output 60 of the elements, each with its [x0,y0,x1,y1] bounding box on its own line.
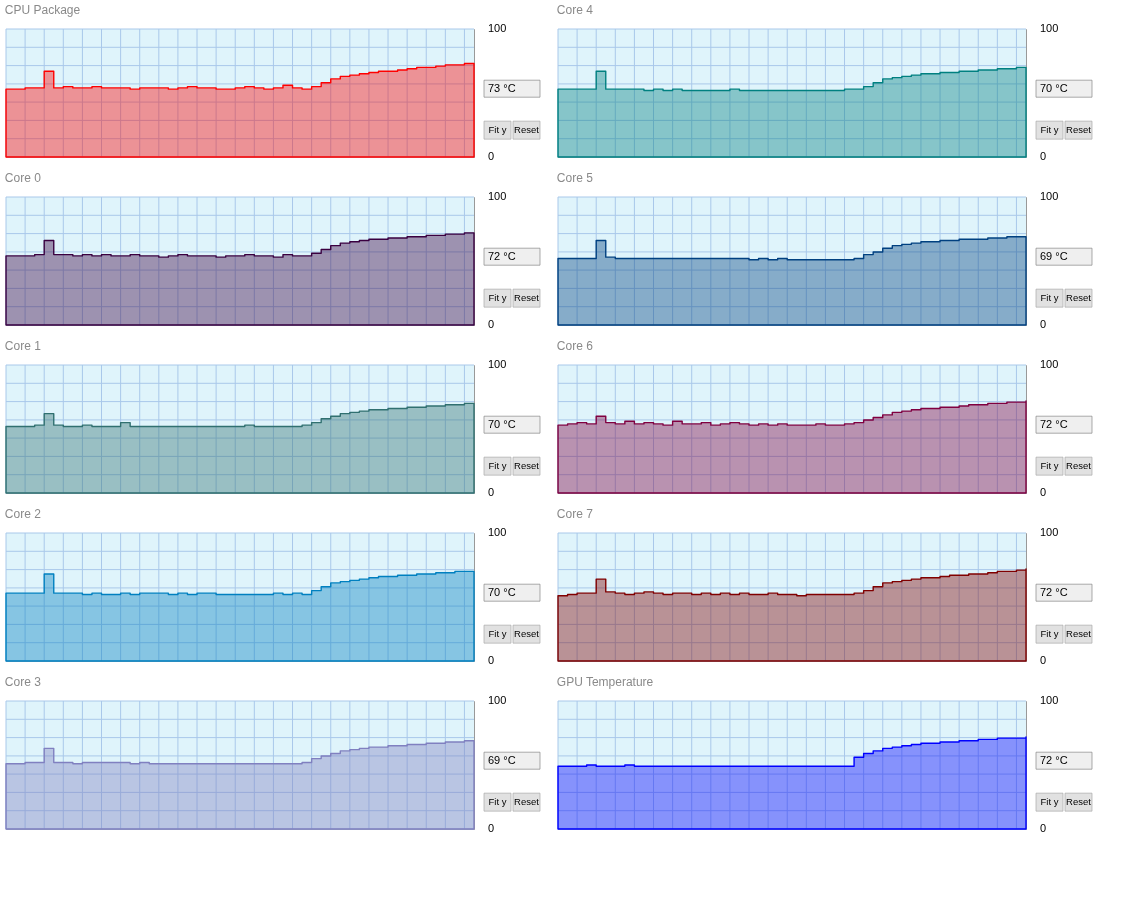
text: 70 °C [488,585,516,598]
text: Reset [514,124,540,136]
text: Fit y [1040,796,1059,808]
text: Reset [514,796,540,808]
y-tick-label: 100 [1040,190,1059,202]
chart-title: Core 3 [4,675,42,689]
chart-title: CPU Package [4,3,81,17]
text: Reset [1066,796,1092,808]
text: 72 °C [488,249,516,262]
chart-title: Core 0 [4,171,42,185]
y-tick-label: 100 [1040,358,1059,370]
y-tick-label: 100 [488,190,507,202]
chart-title: Core 7 [556,507,594,521]
y-tick-label: 100 [488,22,507,34]
text: Reset [514,292,540,304]
text: 69 °C [488,753,516,766]
chart-title: Core 4 [556,3,594,17]
chart-title: Core 1 [4,339,42,353]
text: Reset [514,460,540,472]
chart-title: Core 5 [556,171,594,185]
text: Reset [1066,460,1092,472]
text: Reset [1066,292,1092,304]
y-tick-label: 0 [488,318,495,330]
y-tick-label: 0 [488,150,495,162]
text: Fit y [1040,124,1059,136]
y-tick-label: 0 [1040,318,1047,330]
text: Reset [514,628,540,640]
chart-title: Core 2 [4,507,42,521]
y-tick-label: 100 [1040,526,1059,538]
y-tick-label: 0 [488,486,495,498]
text: Reset [1066,628,1092,640]
y-tick-label: 0 [1040,822,1047,834]
text: Fit y [1040,628,1059,640]
text: 70 °C [488,417,516,430]
y-tick-label: 0 [1040,654,1047,666]
text: 73 °C [488,81,516,94]
y-tick-label: 100 [1040,694,1059,706]
y-tick-label: 0 [488,822,495,834]
chart-title: GPU Temperature [556,675,654,689]
y-tick-label: 100 [488,526,507,538]
text: Fit y [488,292,507,304]
text: 72 °C [1040,753,1068,766]
text: Fit y [488,796,507,808]
text: 69 °C [1040,249,1068,262]
text: Fit y [1040,460,1059,472]
chart-title: Core 6 [556,339,594,353]
text: Fit y [488,124,507,136]
text: Fit y [488,628,507,640]
text: 72 °C [1040,417,1068,430]
y-tick-label: 100 [488,694,507,706]
text: Fit y [1040,292,1059,304]
y-tick-label: 0 [488,654,495,666]
text: Reset [1066,124,1092,136]
y-tick-label: 100 [1040,22,1059,34]
y-tick-label: 0 [1040,150,1047,162]
text: 72 °C [1040,585,1068,598]
text: Fit y [488,460,507,472]
text: 70 °C [1040,81,1068,94]
y-tick-label: 0 [1040,486,1047,498]
y-tick-label: 100 [488,358,507,370]
